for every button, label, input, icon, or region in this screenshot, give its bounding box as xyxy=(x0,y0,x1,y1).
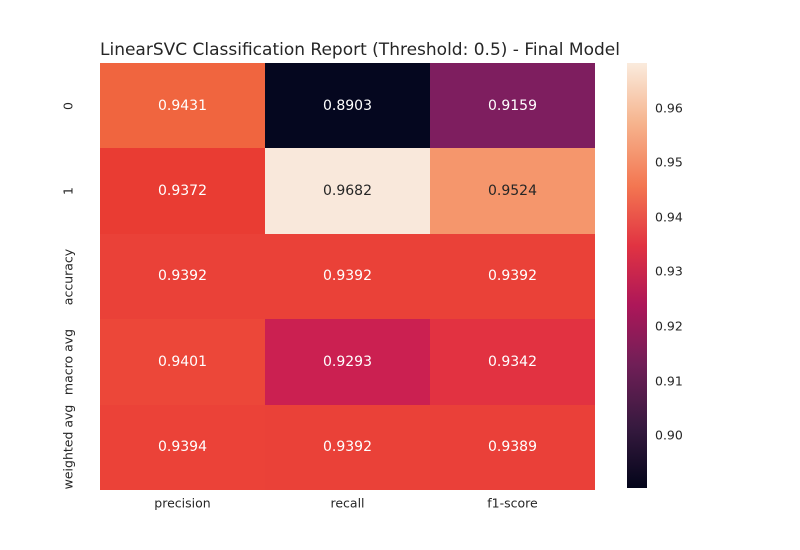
y-tick-label-1: 1 xyxy=(60,187,76,196)
heatmap-cell-1-f1-score: 0.9524 xyxy=(430,148,595,234)
colorbar-tick-label-0.90: 0.90 xyxy=(655,427,683,443)
heatmap-cell-0-recall: 0.8903 xyxy=(265,63,430,149)
heatmap-cell-weighted-avg-recall: 0.9392 xyxy=(265,404,430,490)
heatmap-grid: 0.9431 0.8903 0.9159 0.9372 0.9682 0.9524 0.93… xyxy=(100,63,595,490)
heatmap-cell-macro-avg-recall: 0.9293 xyxy=(265,319,430,405)
heatmap-cell-accuracy-f1-score: 0.9392 xyxy=(430,233,595,320)
colorbar-tick-label-0.95: 0.95 xyxy=(655,154,683,170)
heatmap-cell-accuracy-recall: 0.9392 xyxy=(265,233,430,320)
chart-title: LinearSVC Classification Report (Thresho… xyxy=(100,40,620,60)
colorbar-tick-label-0.93: 0.93 xyxy=(655,263,683,279)
heatmap-cell-macro-avg-precision: 0.9401 xyxy=(100,319,265,405)
x-tick-label-recall: recall xyxy=(330,495,365,511)
y-tick-label-0: 0 xyxy=(60,101,76,110)
heatmap-cell-accuracy-precision: 0.9392 xyxy=(100,233,265,320)
x-tick-label-precision: precision xyxy=(154,495,211,511)
heatmap-cell-0-precision: 0.9431 xyxy=(100,63,265,149)
colorbar xyxy=(627,63,647,488)
colorbar-tick-label-0.91: 0.91 xyxy=(655,373,683,389)
heatmap-cell-weighted-avg-precision: 0.9394 xyxy=(100,404,265,490)
colorbar-tick-label-0.94: 0.94 xyxy=(655,209,683,225)
heatmap-cell-macro-avg-f1-score: 0.9342 xyxy=(430,319,595,405)
y-tick-label-accuracy: accuracy xyxy=(60,248,76,305)
x-tick-label-f1-score: f1-score xyxy=(487,495,538,511)
y-tick-label-macro-avg: macro avg xyxy=(60,328,76,395)
colorbar-tick-label-0.96: 0.96 xyxy=(655,100,683,116)
heatmap-cell-weighted-avg-f1-score: 0.9389 xyxy=(430,404,595,490)
heatmap-cell-1-recall: 0.9682 xyxy=(265,148,430,234)
heatmap-cell-0-f1-score: 0.9159 xyxy=(430,63,595,149)
colorbar-tick-label-0.92: 0.92 xyxy=(655,318,683,334)
y-tick-label-weighted-avg: weighted avg xyxy=(60,404,76,490)
heatmap-cell-1-precision: 0.9372 xyxy=(100,148,265,234)
